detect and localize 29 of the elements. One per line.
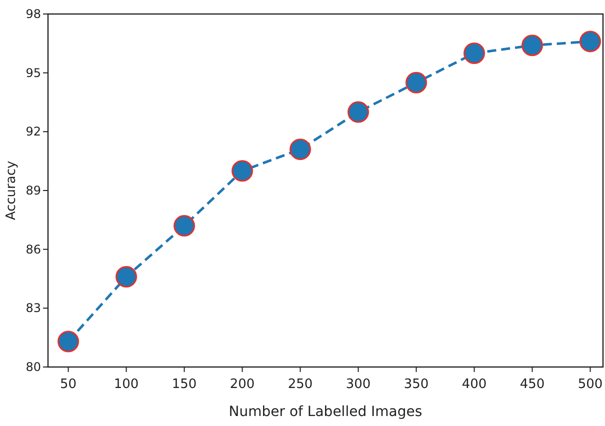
- x-tick-label: 400: [462, 377, 487, 392]
- point: [406, 72, 428, 94]
- y-tick-label: 92: [26, 124, 41, 139]
- y-axis-title: Accuracy: [4, 160, 19, 220]
- point: [522, 34, 543, 56]
- y-tick-label: 95: [26, 66, 41, 80]
- x-tick-label: 350: [404, 377, 429, 392]
- x-tick-label: 150: [172, 377, 197, 392]
- x-tick-label: 50: [60, 377, 77, 392]
- point: [579, 30, 601, 52]
- point: [348, 101, 370, 123]
- y-tick-label: 98: [26, 7, 41, 21]
- x-tick-label: 500: [578, 377, 603, 392]
- y-tick-label: 89: [26, 184, 41, 198]
- point: [290, 138, 312, 160]
- point: [58, 330, 80, 352]
- x-tick-label: 300: [346, 377, 371, 392]
- point: [116, 266, 138, 288]
- y-tick-label: 83: [26, 301, 41, 316]
- point: [174, 215, 196, 237]
- x-tick-label: 100: [114, 377, 139, 392]
- x-tick-label: 250: [288, 377, 313, 392]
- point: [464, 42, 486, 64]
- x-axis-title: Number of Labelled Images: [228, 404, 422, 420]
- x-tick-label: 450: [520, 377, 545, 392]
- point: [232, 160, 254, 182]
- y-tick-label: 80: [26, 360, 41, 374]
- y-tick-label: 86: [26, 242, 41, 256]
- x-tick-label: 200: [230, 377, 255, 392]
